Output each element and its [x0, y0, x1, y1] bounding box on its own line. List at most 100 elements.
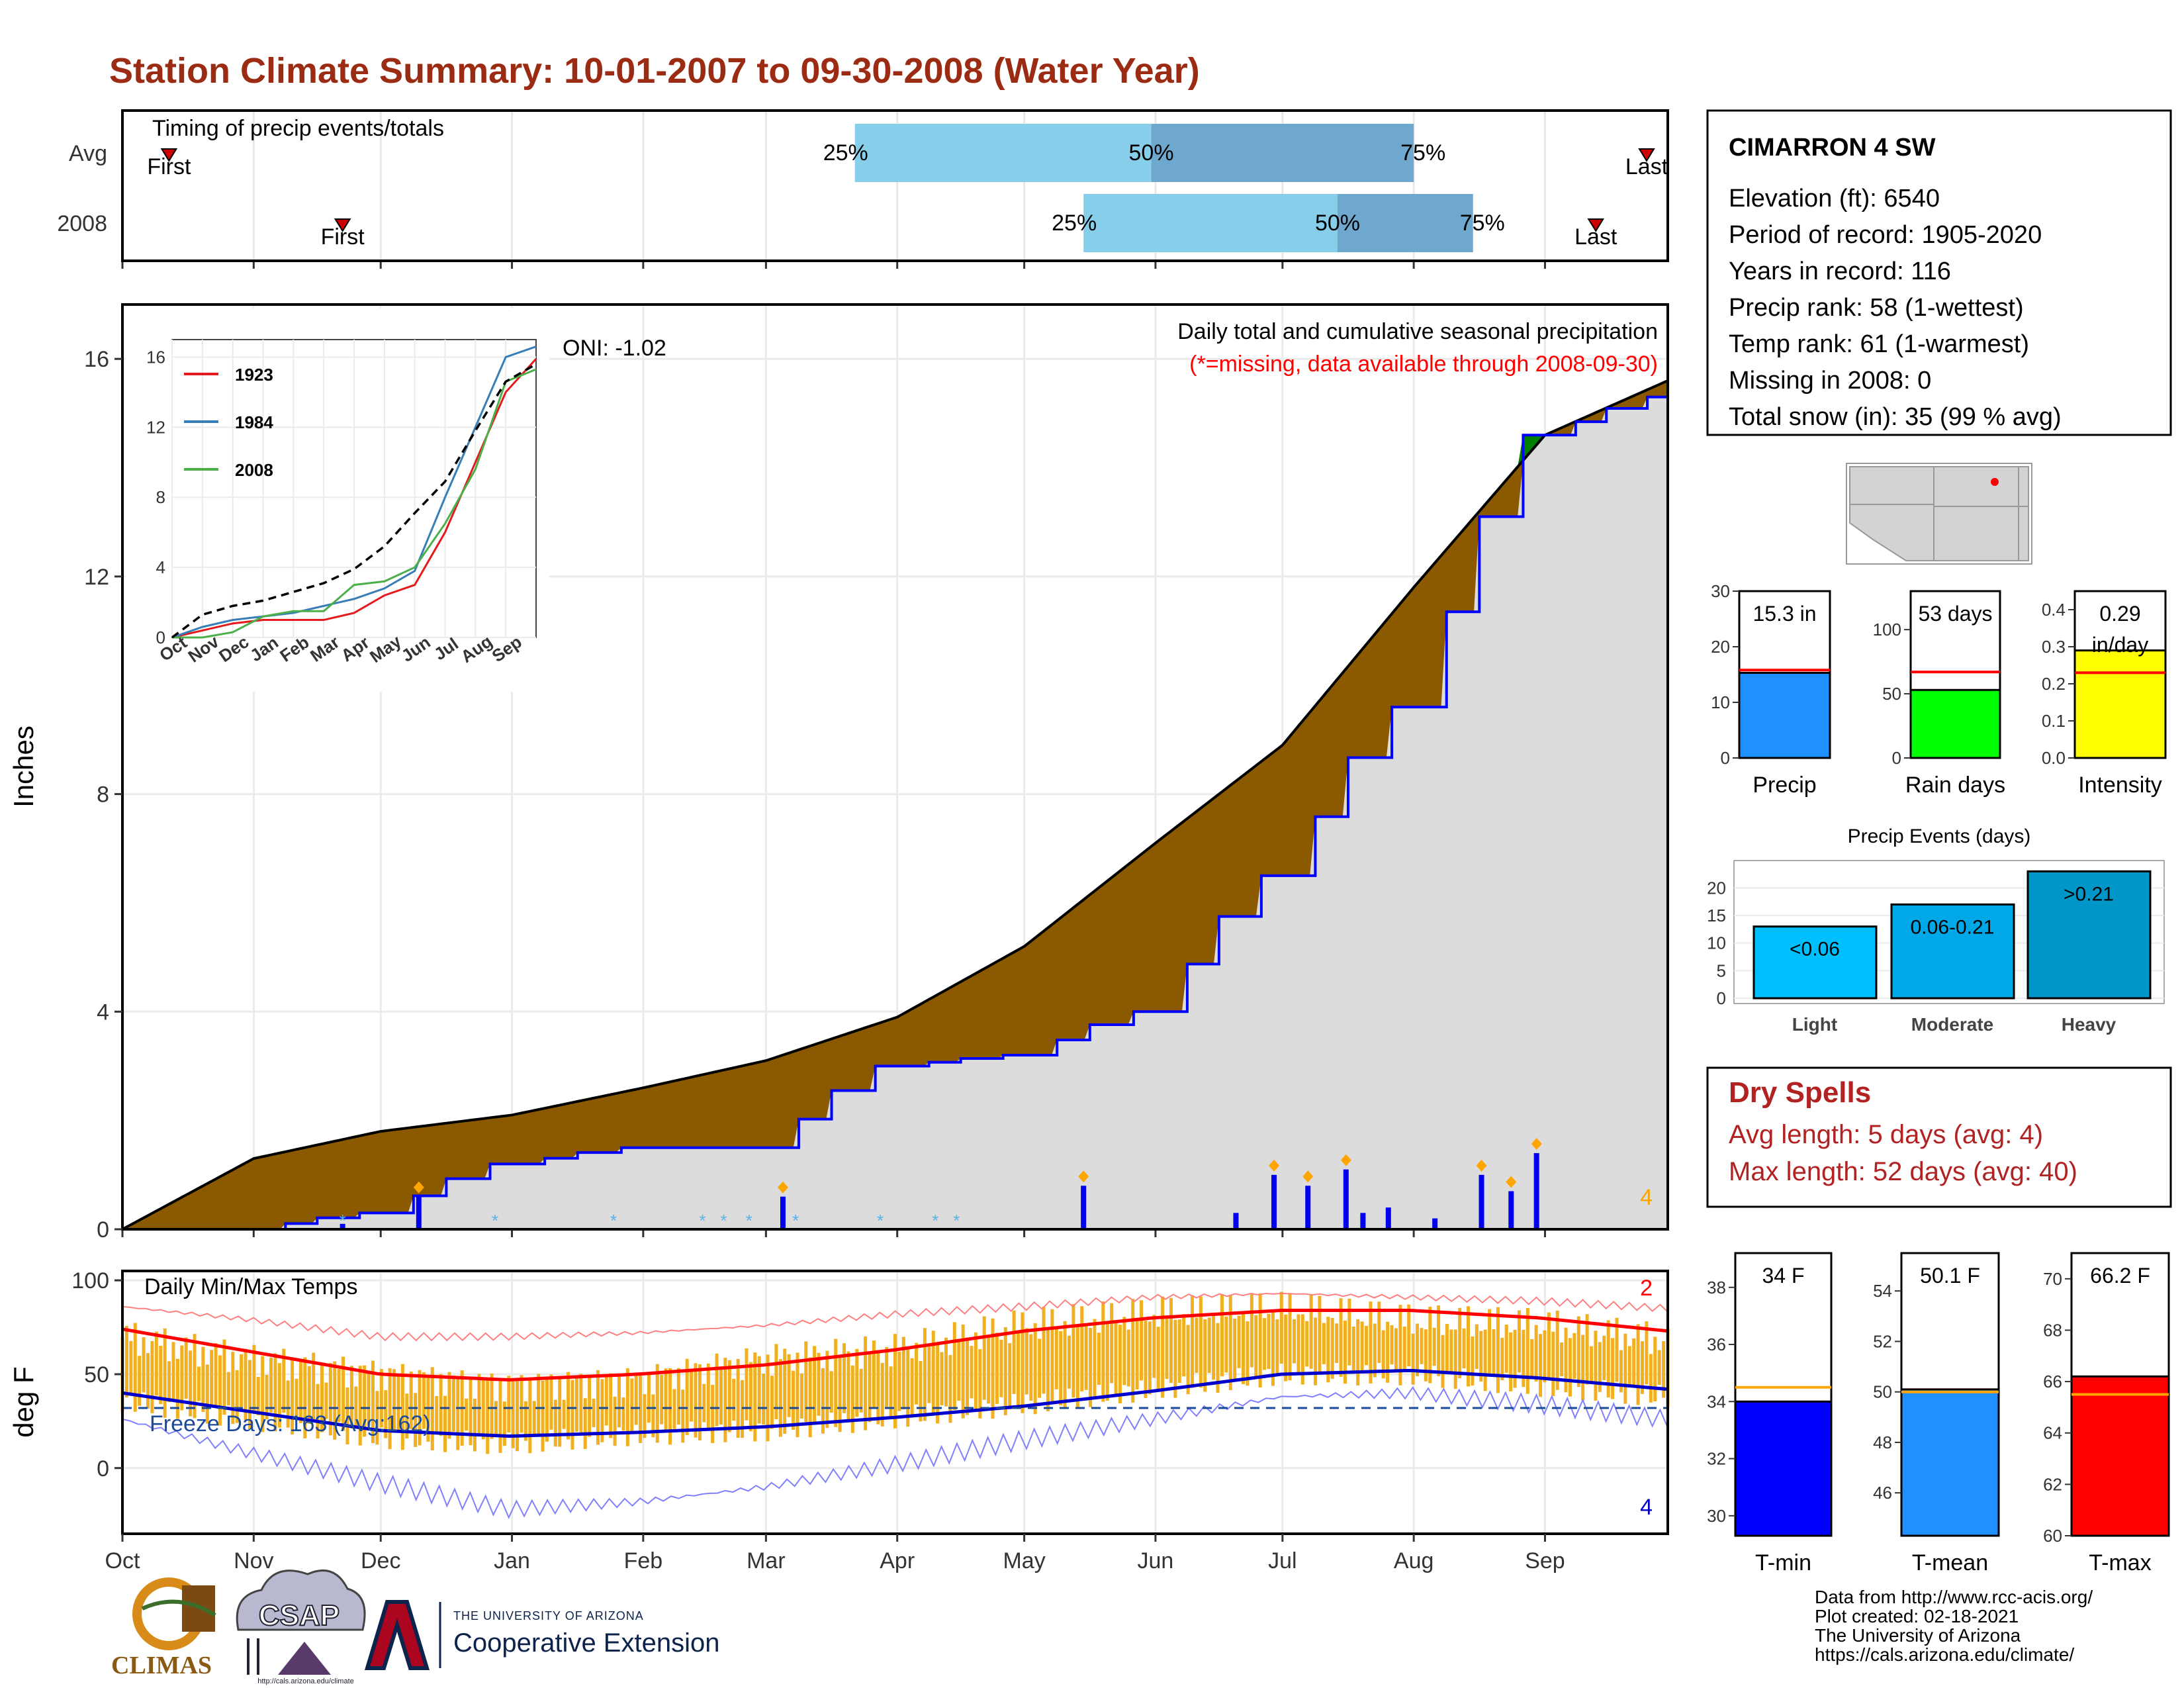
daily-temp-bar: [694, 1363, 698, 1438]
daily-temp-bar: [804, 1341, 808, 1423]
temp-bar-tick-label: 66: [2043, 1372, 2062, 1391]
events-tick-label: 15: [1707, 906, 1726, 925]
daily-temp-bar: [1551, 1331, 1555, 1397]
temp-y-tick-label: 50: [84, 1362, 109, 1387]
daily-temp-bar: [1075, 1325, 1079, 1409]
avg-max-line: [122, 1309, 1668, 1382]
daily-temp-bar: [1063, 1321, 1067, 1407]
month-label: Jun: [1138, 1548, 1174, 1573]
mini-bar-label: Rain days: [1905, 773, 2005, 798]
timing-p50-2008-label: 50%: [1315, 211, 1360, 236]
daily-temp-bar: [681, 1389, 685, 1443]
mini-bar-tick-label: 20: [1711, 637, 1730, 657]
daily-temp-bar: [1126, 1329, 1130, 1387]
daily-temp-bar: [901, 1336, 905, 1410]
mini-bar-tick-label: 30: [1711, 581, 1730, 601]
temp-y-tick-label: 0: [97, 1456, 109, 1481]
events-category-label: Light: [1792, 1014, 1837, 1035]
daily-temp-bar: [1029, 1334, 1033, 1401]
temp-bar-label: T-max: [2089, 1550, 2151, 1575]
daily-temp-bar: [948, 1355, 952, 1423]
daily-temp-bar: [864, 1336, 868, 1430]
mini-bar-tick-label: 0.0: [2042, 748, 2066, 768]
climas-logo: CLIMAS: [111, 1577, 216, 1679]
daily-temp-bar: [1093, 1319, 1097, 1397]
daily-temp-bar: [214, 1343, 218, 1408]
daily-temp-bar: [732, 1378, 736, 1421]
daily-temp-bar: [1534, 1325, 1538, 1382]
precip-extreme-count: 4: [1640, 1185, 1653, 1210]
daily-temp-bar: [549, 1374, 553, 1430]
daily-temp-bar: [1228, 1295, 1232, 1391]
daily-temp-bar: [180, 1345, 184, 1411]
dry-spells-avg: Avg length: 5 days (avg: 4): [1729, 1120, 2043, 1149]
avg-min-line: [122, 1369, 1668, 1438]
daily-temp-bar: [736, 1358, 740, 1438]
daily-temp-bar: [991, 1318, 995, 1419]
daily-temp-bar: [124, 1326, 128, 1398]
daily-temp-bar: [231, 1352, 235, 1425]
daily-temp-bar: [265, 1374, 269, 1420]
daily-temp-bar: [1024, 1328, 1028, 1395]
daily-temp-bar: [1003, 1327, 1007, 1415]
locator-map: [1846, 463, 2032, 565]
ua-logo: THE UNIVERSITY OF ARIZONA Cooperative Ex…: [364, 1600, 719, 1670]
inset-y-tick-label: 12: [146, 417, 165, 437]
extreme-precip-marker: [1531, 1137, 1542, 1150]
daily-temp-bar: [1275, 1319, 1279, 1375]
daily-temp-bar: [163, 1328, 167, 1418]
mini-bar-label: Intensity: [2078, 773, 2162, 798]
inset-legend-2008: 2008: [235, 460, 273, 480]
timing-bar-upper: [1151, 124, 1414, 182]
station-info-line: Precip rank: 58 (1-wettest): [1729, 294, 2024, 322]
extreme-precip-marker: [1078, 1170, 1089, 1183]
daily-temp-bar: [770, 1376, 774, 1429]
svg-text:THE UNIVERSITY OF ARIZONA: THE UNIVERSITY OF ARIZONA: [453, 1609, 644, 1622]
station-location-dot: [1991, 478, 1999, 486]
daily-temp-bar: [1292, 1319, 1296, 1364]
daily-temp-bar: [1428, 1306, 1432, 1383]
daily-temp-bar: [1539, 1334, 1543, 1397]
daily-temp-bar: [639, 1372, 643, 1443]
daily-temp-bar: [273, 1353, 277, 1432]
daily-temp-bar: [1258, 1293, 1262, 1388]
daily-temp-bar: [745, 1348, 749, 1421]
daily-temp-bar: [1080, 1306, 1084, 1391]
mini-bar-label: Precip: [1752, 773, 1816, 798]
daily-temp-bar: [1402, 1326, 1406, 1370]
daily-temp-bar: [261, 1356, 265, 1432]
daily-temp-bar: [1585, 1314, 1589, 1385]
precip-y-tick-label: 8: [97, 782, 109, 808]
record-max-line: [122, 1292, 1668, 1342]
daily-temp-bar: [1220, 1294, 1224, 1377]
daily-temp-bar: [277, 1363, 281, 1428]
daily-precip-bar: [1360, 1213, 1366, 1229]
daily-temp-bar: [392, 1369, 396, 1432]
inset-legend-1984: 1984: [235, 412, 273, 432]
daily-temp-bar: [567, 1372, 570, 1440]
credit-line: https://cals.arizona.edu/climate/: [1815, 1644, 2074, 1665]
daily-temp-bar: [337, 1369, 341, 1423]
temperature-mean-bars: 34 F T-min 30 32 34 36 38 50.1 F T-mean 46 48 50 52 5…: [1707, 1252, 2170, 1575]
daily-temp-bar: [129, 1340, 133, 1393]
daily-temp-bar: [244, 1348, 248, 1420]
daily-temp-bar: [1207, 1317, 1211, 1374]
snow-marker: *: [699, 1211, 705, 1231]
inset-line-1984: [171, 346, 537, 639]
daily-temp-bar: [1407, 1304, 1411, 1366]
daily-temp-bar: [596, 1370, 600, 1445]
daily-temp-bar: [592, 1398, 596, 1427]
station-info-line: Temp rank: 61 (1-warmest): [1729, 330, 2029, 358]
daily-temp-bar: [1288, 1293, 1292, 1381]
last-marker: [1638, 148, 1655, 162]
mini-bar-value: 0.29: [2099, 602, 2140, 626]
daily-temp-bar: [651, 1394, 655, 1438]
mini-bar-value: 53 days: [1918, 602, 1992, 626]
temp-heading: Daily Min/Max Temps: [144, 1274, 357, 1299]
daily-temp-bar: [175, 1358, 179, 1419]
daily-temp-bar: [197, 1366, 201, 1401]
timing-p25-2008-label: 25%: [1052, 211, 1097, 236]
mini-bar-tick-label: 0: [1721, 748, 1730, 768]
oni-value: ONI: -1.02: [563, 336, 666, 361]
month-label: Sep: [1525, 1548, 1565, 1573]
